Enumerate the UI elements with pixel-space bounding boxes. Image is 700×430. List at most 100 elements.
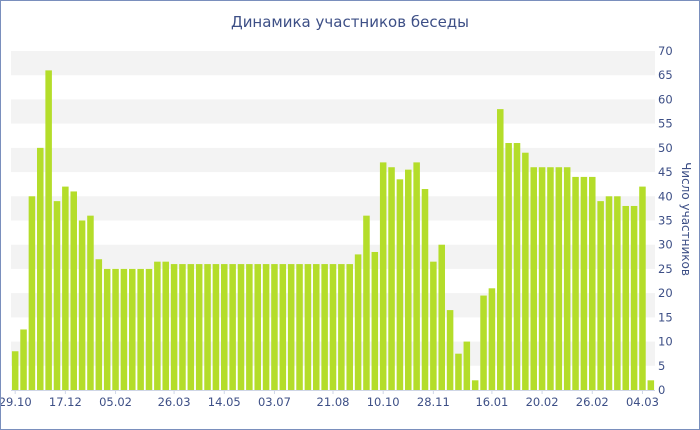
- bar: [254, 264, 261, 390]
- bar: [45, 70, 52, 390]
- bar: [195, 264, 203, 390]
- bar: [413, 162, 420, 390]
- bar: [95, 259, 103, 390]
- x-tick-label: 14.05: [208, 395, 241, 409]
- x-tick-label: 10.10: [367, 395, 400, 409]
- bar: [20, 329, 27, 390]
- x-tick-label: 28.11: [417, 395, 450, 409]
- bar: [388, 167, 395, 390]
- grid-band: [11, 51, 655, 76]
- y-tick-label: 5: [658, 359, 665, 373]
- bar: [622, 205, 629, 390]
- bar: [605, 196, 613, 390]
- bar: [287, 264, 295, 390]
- y-tick-label: 50: [658, 141, 673, 155]
- y-tick-label: 25: [658, 262, 673, 276]
- bar: [112, 268, 119, 390]
- bar: [630, 205, 638, 390]
- bar: [37, 147, 44, 390]
- bar: [463, 341, 471, 390]
- bar: [538, 167, 546, 390]
- bar: [78, 220, 86, 390]
- y-tick-label: 45: [658, 165, 673, 179]
- y-tick-label: 55: [658, 117, 673, 131]
- bar: [229, 264, 236, 390]
- bar: [304, 264, 312, 390]
- x-axis-ticks: 29.10 17.12 05.02 26.03 14.05 03.07 21.08 10.10…: [1, 390, 659, 409]
- bar: [246, 264, 253, 390]
- y-tick-label: 35: [658, 214, 673, 228]
- x-tick-label: 05.02: [99, 395, 132, 409]
- bar: [513, 143, 521, 390]
- bar: [480, 295, 487, 390]
- bar: [237, 264, 245, 390]
- bar: [438, 244, 445, 390]
- bar: [204, 264, 211, 390]
- bar: [103, 268, 111, 390]
- bar: [522, 152, 529, 390]
- bar: [11, 351, 19, 390]
- x-tick-label: 26.03: [158, 395, 191, 409]
- bar: [379, 162, 387, 390]
- y-tick-label: 15: [658, 310, 673, 324]
- bar: [271, 264, 278, 390]
- x-tick-label: 17.12: [49, 395, 82, 409]
- bar: [187, 264, 195, 390]
- bar: [647, 380, 655, 390]
- bar: [371, 251, 379, 390]
- chart-title: Динамика участников беседы: [230, 13, 470, 31]
- bar: [589, 176, 596, 390]
- bar: [396, 179, 404, 390]
- bar: [321, 264, 328, 390]
- bar: [547, 167, 554, 390]
- bar: [505, 143, 512, 390]
- y-tick-label: 70: [658, 44, 673, 58]
- bar: [262, 264, 270, 390]
- bar: [346, 264, 353, 390]
- bar: [221, 264, 228, 390]
- y-tick-label: 40: [658, 189, 673, 203]
- bar: [145, 268, 153, 390]
- bar: [455, 353, 462, 390]
- bar: [530, 167, 537, 390]
- x-tick-label: 26.02: [576, 395, 609, 409]
- bar: [580, 176, 588, 390]
- bar: [614, 196, 621, 390]
- bar: [279, 264, 287, 390]
- y-tick-label: 20: [658, 286, 673, 300]
- bar: [154, 261, 161, 390]
- y-axis-label: Число участников: [679, 162, 693, 276]
- bar: [329, 264, 337, 390]
- y-tick-label: 30: [658, 238, 673, 252]
- bar: [446, 310, 454, 390]
- bar: [129, 268, 136, 390]
- y-tick-label: 10: [658, 335, 673, 349]
- bars: [11, 70, 655, 390]
- bar: [170, 264, 178, 390]
- bar: [555, 167, 563, 390]
- y-tick-label: 0: [658, 383, 665, 397]
- grid-band: [11, 99, 655, 124]
- y-tick-label: 60: [658, 92, 673, 106]
- y-tick-label: 65: [658, 68, 673, 82]
- bar: [313, 264, 320, 390]
- bar: [338, 264, 345, 390]
- bar: [212, 264, 220, 390]
- bar: [497, 109, 504, 390]
- x-tick-label: 21.08: [317, 395, 350, 409]
- bar: [488, 288, 496, 390]
- bar: [563, 167, 571, 390]
- bar: [179, 264, 186, 390]
- bar: [120, 268, 128, 390]
- bar: [597, 201, 604, 390]
- bar: [405, 169, 412, 390]
- bar: [363, 215, 370, 390]
- x-tick-label: 04.03: [626, 395, 659, 409]
- bar: [572, 176, 579, 390]
- bar: [421, 189, 429, 390]
- bar: [137, 268, 144, 390]
- y-axis-ticks: 0 5 10 15 20 25 30 35 40 45 50 55 60 65 70: [658, 44, 673, 397]
- bar: [53, 201, 61, 390]
